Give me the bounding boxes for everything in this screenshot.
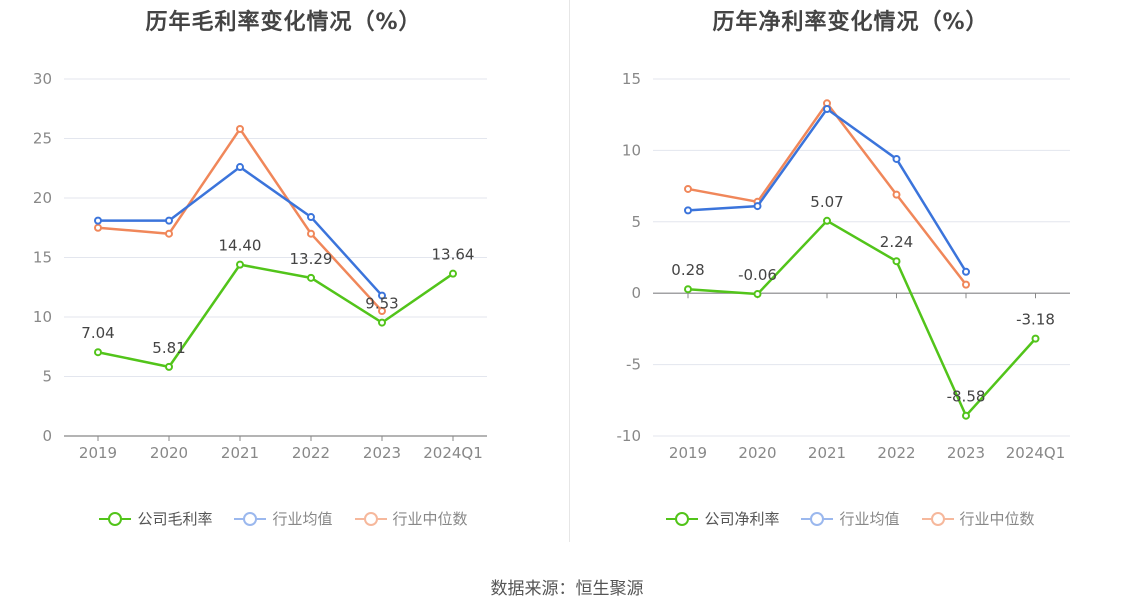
y-tick-label: -5 [626, 356, 641, 374]
data-label: -3.18 [1016, 311, 1055, 329]
x-tick-label: 2020 [150, 444, 188, 462]
data-point [892, 190, 901, 199]
net-margin-panel: 历年净利率变化情况（%） -10 -5 0 5 10 15 2019 2020 2021 2022… [567, 0, 1134, 560]
net-margin-chart: -10 -5 0 5 10 15 2019 2020 2021 2022 2023 2024Q1 0.2… [617, 70, 1070, 462]
legend-marker-icon [666, 511, 699, 527]
y-tick-label: 0 [631, 284, 641, 302]
gross-margin-chart: 0 5 10 15 20 25 30 2019 2020 2021 2022 2023 2024Q1 7.… [33, 70, 487, 462]
x-tick-label: 2020 [738, 444, 776, 462]
data-label: -0.06 [738, 266, 777, 284]
data-point [892, 257, 901, 266]
data-point [962, 411, 970, 420]
data-point [236, 260, 244, 269]
x-tick-label: 2023 [363, 444, 401, 462]
legend-label: 公司净利率 [704, 510, 780, 528]
chart-title: 历年净利率变化情况（%） [712, 10, 989, 35]
data-point [823, 104, 831, 113]
panel-divider [569, 0, 570, 542]
x-tick-label: 2019 [669, 444, 707, 462]
data-point [378, 318, 386, 327]
data-point [962, 280, 970, 289]
legend-item-company[interactable]: 公司毛利率 [99, 508, 212, 529]
legend-label: 行业均值 [272, 510, 333, 528]
data-point [165, 229, 173, 238]
data-point [753, 290, 762, 299]
data-label: 5.81 [152, 339, 185, 357]
chart-title: 历年毛利率变化情况（%） [145, 10, 422, 35]
data-label: 13.64 [432, 246, 475, 264]
legend-marker-icon [801, 511, 834, 527]
y-tick-label: 15 [622, 70, 641, 88]
data-point [236, 163, 244, 172]
data-point [823, 216, 831, 225]
y-tick-label: 5 [631, 213, 641, 231]
data-label: 13.29 [290, 250, 333, 268]
data-point [307, 229, 315, 238]
data-label: 0.28 [671, 261, 704, 279]
legend-item-industry-median[interactable]: 行业中位数 [921, 508, 1035, 529]
legend-marker-icon [921, 511, 954, 527]
x-tick-label: 2022 [292, 444, 330, 462]
data-point [378, 307, 386, 316]
legend-marker-icon [234, 511, 267, 527]
series-line [97, 263, 454, 369]
series-line [687, 219, 1037, 417]
legend-item-industry-mean[interactable]: 行业均值 [801, 508, 900, 529]
data-point [684, 285, 692, 294]
legend-marker-icon [99, 511, 132, 527]
y-tick-label: 25 [33, 130, 52, 148]
data-point [94, 216, 102, 225]
legend-label: 行业中位数 [959, 510, 1035, 528]
x-tick-label: 2024Q1 [1006, 444, 1066, 462]
y-tick-label: 15 [33, 249, 52, 267]
data-label: -8.58 [947, 388, 986, 406]
data-source-text: 数据来源：恒生聚源 [490, 579, 644, 599]
legend-label: 行业均值 [839, 510, 900, 528]
data-point [449, 269, 457, 278]
legend-item-company[interactable]: 公司净利率 [666, 508, 779, 529]
x-tick-label: 2019 [79, 444, 117, 462]
y-tick-label: 20 [33, 189, 52, 207]
data-point [962, 267, 970, 276]
data-point [753, 202, 762, 211]
x-tick-label: 2023 [947, 444, 985, 462]
data-point [307, 213, 315, 222]
data-point [684, 206, 692, 215]
data-point [165, 362, 173, 371]
x-tick-label: 2022 [877, 444, 915, 462]
data-point [94, 223, 102, 232]
legend-marker-icon [354, 511, 387, 527]
data-point [378, 291, 386, 300]
y-tick-label: 10 [33, 308, 52, 326]
x-tick-label: 2024Q1 [423, 444, 483, 462]
data-label: 9.53 [365, 295, 398, 313]
data-label: 14.40 [219, 237, 262, 255]
y-tick-label: 30 [33, 70, 52, 88]
y-tick-label: 5 [42, 368, 52, 386]
y-tick-label: -10 [617, 427, 642, 445]
legend-label: 行业中位数 [392, 510, 468, 528]
x-tick-label: 2021 [221, 444, 259, 462]
legend-label: 公司毛利率 [137, 510, 213, 528]
data-point [1031, 334, 1040, 343]
data-point [684, 184, 692, 193]
legend: 公司净利率 行业均值 行业中位数 [567, 508, 1134, 529]
legend-item-industry-median[interactable]: 行业中位数 [354, 508, 468, 529]
data-label: 7.04 [81, 324, 114, 342]
data-point [892, 154, 901, 163]
gross-margin-panel: 历年毛利率变化情况（%） 0 5 10 15 20 25 30 2019 2020 2021 202… [0, 0, 567, 560]
series-line [687, 107, 968, 273]
data-label: 5.07 [810, 193, 843, 211]
data-point [94, 348, 102, 357]
data-point [236, 124, 244, 133]
x-tick-label: 2021 [808, 444, 846, 462]
data-label: 2.24 [880, 233, 913, 251]
data-point [165, 216, 173, 225]
data-point [307, 273, 315, 282]
y-tick-label: 10 [622, 141, 641, 159]
y-tick-label: 0 [42, 427, 52, 445]
legend-item-industry-mean[interactable]: 行业均值 [234, 508, 333, 529]
legend: 公司毛利率 行业均值 行业中位数 [0, 508, 567, 529]
